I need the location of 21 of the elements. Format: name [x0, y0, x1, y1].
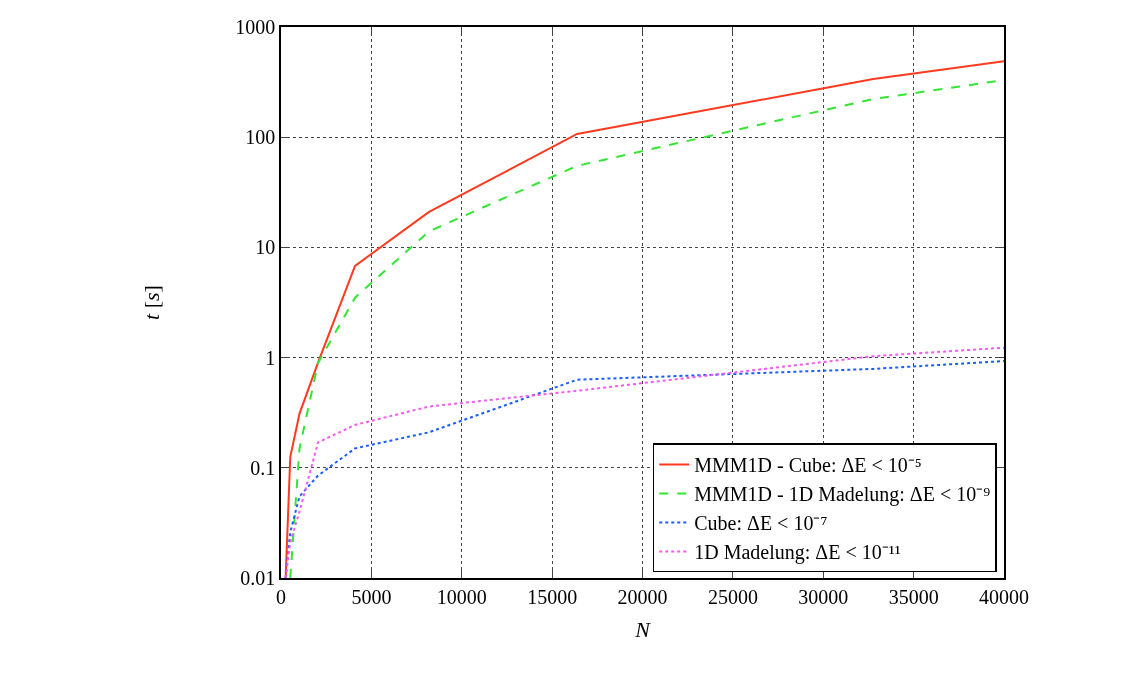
x-axis-title: N	[634, 617, 652, 643]
x-tick-label: 35000	[888, 585, 939, 608]
x-tick-label: 20000	[617, 585, 668, 608]
y-tick-label: 0.01	[240, 567, 276, 589]
y-tick-label: 1000	[235, 16, 276, 38]
y-axis-title: t [s]	[138, 285, 164, 320]
x-tick-label: 25000	[707, 585, 758, 608]
y-tick-label: 0.1	[250, 456, 276, 479]
x-tick-label: 10000	[436, 585, 487, 608]
x-tick-label: 15000	[527, 585, 578, 608]
legend-label: Cube: ΔE < 10⁻⁷	[694, 512, 828, 535]
x-tick-label: 5000	[351, 585, 392, 608]
x-tick-label: 30000	[798, 585, 849, 608]
y-tick-label: 100	[245, 126, 276, 149]
legend-label: 1D Madelung: ΔE < 10⁻¹¹	[694, 541, 901, 565]
x-tick-label: 40000	[979, 585, 1029, 608]
legend-label: MMM1D - Cube: ΔE < 10⁻⁵	[694, 454, 922, 477]
y-tick-label: 10	[255, 236, 276, 259]
legend-label: MMM1D - 1D Madelung: ΔE < 10⁻⁹	[694, 483, 991, 507]
y-tick-label: 1	[265, 346, 276, 369]
x-tick-label: 0	[276, 585, 286, 608]
